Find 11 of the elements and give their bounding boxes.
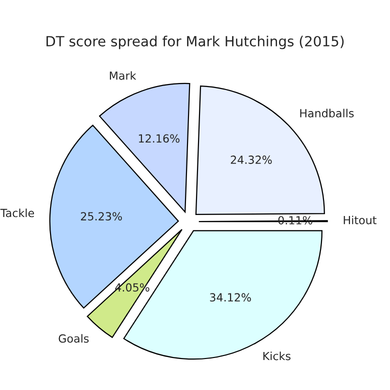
data-label: 12.16%: [138, 134, 180, 143]
slice-label: Tackle: [0, 208, 34, 218]
slice-label: Goals: [58, 334, 89, 343]
slice-label: Handballs: [300, 108, 354, 118]
data-label: 24.32%: [230, 156, 272, 164]
slice-label: Mark: [110, 71, 136, 80]
data-label: 34.12%: [210, 293, 251, 302]
chart-title: DT score spread for Mark Hutchings (2015): [46, 36, 344, 50]
slice-label: Kicks: [263, 352, 290, 360]
data-label: 25.23%: [80, 212, 122, 220]
slice-label: Hitout: [344, 216, 376, 224]
